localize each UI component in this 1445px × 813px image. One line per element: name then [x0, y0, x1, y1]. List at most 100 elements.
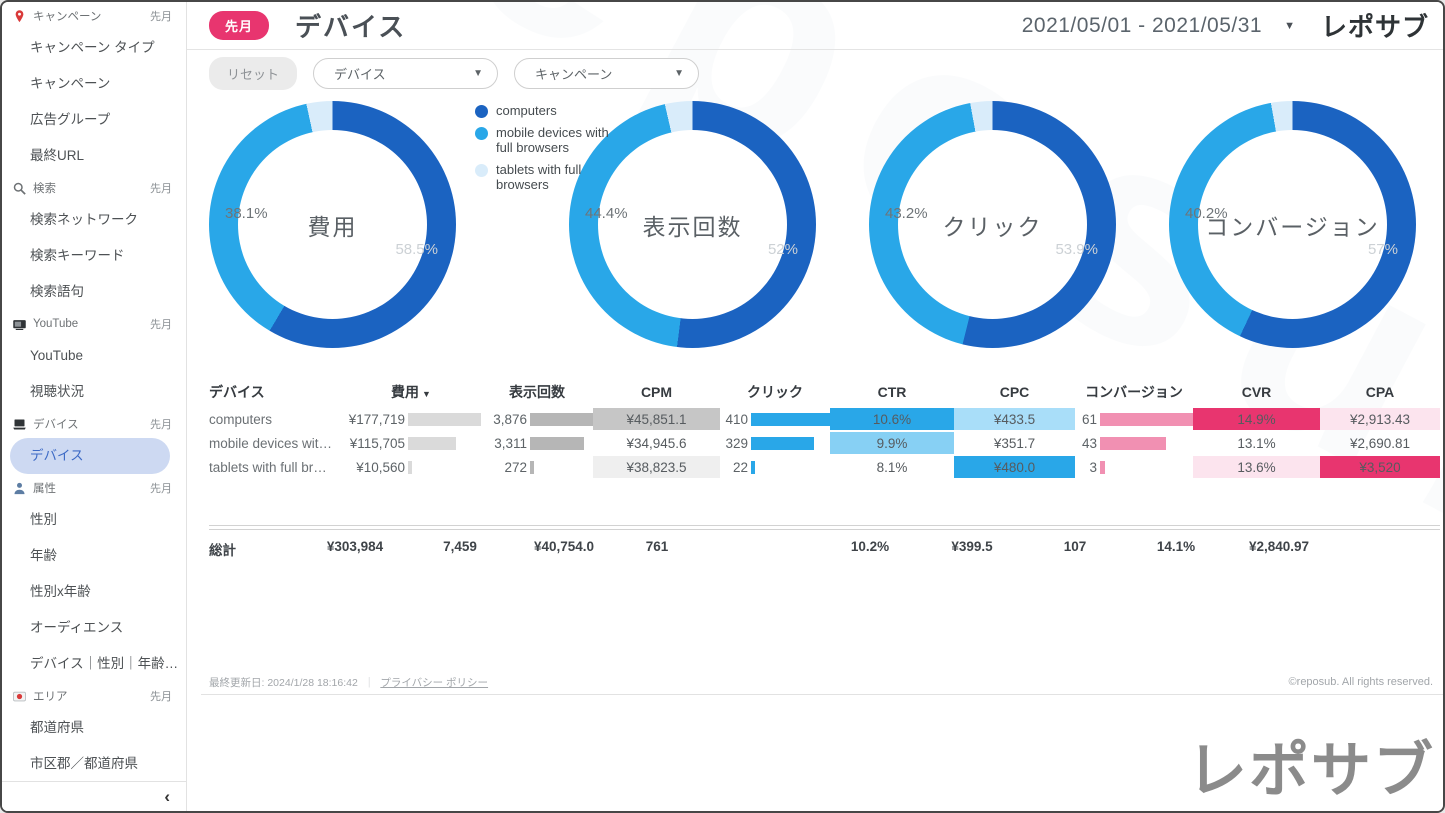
sidebar-item[interactable]: 検索語句	[30, 284, 84, 299]
sidebar-section-2: YouTube 先月	[2, 310, 186, 338]
column-header-費用[interactable]: 費用 ▼	[391, 384, 431, 400]
device-filter-dropdown[interactable]: デバイス ▼	[313, 58, 499, 89]
brand-logo: レポサブ	[1320, 12, 1429, 42]
sidebar-section-period: 先月	[150, 319, 172, 331]
privacy-policy-link[interactable]: プライバシー ポリシー	[380, 676, 489, 689]
chevron-down-icon: ▼	[674, 68, 685, 79]
cell-imp: 3,311	[481, 431, 593, 455]
brand-watermark: レポサブ	[1187, 737, 1435, 804]
sidebar-section-3: デバイス 先月	[2, 410, 186, 438]
sidebar-collapse-icon[interactable]: ‹	[164, 787, 170, 806]
period-badge: 先月	[209, 11, 270, 40]
total-value: ¥399.5	[951, 539, 993, 554]
column-header-コンバージョン[interactable]: コンバージョン	[1085, 384, 1183, 400]
sidebar-item[interactable]: 検索キーワード	[30, 248, 125, 263]
sort-caret-icon: ▼	[422, 389, 431, 399]
column-header-CPA[interactable]: CPA	[1365, 384, 1395, 400]
sidebar-section-label: キャンペーン	[33, 11, 102, 23]
donut-chart-0[interactable]: 38.1% 58.5% 費用	[209, 101, 456, 348]
cell-clicks: 329	[720, 431, 830, 455]
legend-item[interactable]: tablets with full browsers	[475, 162, 616, 193]
donut-title: クリック	[942, 213, 1043, 240]
donut-chart-2[interactable]: 43.2% 53.9% クリック	[869, 101, 1116, 348]
total-value: 7,459	[443, 539, 477, 554]
page-header: 先月 デバイス 2021/05/01 - 2021/05/31 ▼ レポサブ	[187, 2, 1443, 50]
sidebar-section-period: 先月	[150, 691, 172, 703]
total-value: 14.1%	[1156, 539, 1196, 554]
sidebar-item[interactable]: 最終URL	[30, 148, 85, 163]
sidebar-section-label: エリア	[33, 691, 68, 703]
cell-conv: 61	[1075, 407, 1193, 431]
cell-cpm: ¥34,945.6	[626, 435, 687, 451]
sidebar-item[interactable]: YouTube	[30, 348, 84, 363]
donut-title: 費用	[307, 213, 358, 240]
total-label: 総計	[209, 543, 236, 558]
sidebar-section-5: エリア 先月	[2, 682, 186, 710]
sidebar-item[interactable]: 市区郡／都道府県	[30, 756, 138, 771]
cell-cpa: ¥2,913.43	[1320, 408, 1440, 430]
cell-device: mobile devices wit…	[209, 435, 333, 451]
column-header-CVR[interactable]: CVR	[1241, 384, 1272, 400]
device-icon	[12, 417, 27, 432]
cell-cpc: ¥480.0	[954, 456, 1075, 478]
column-header-デバイス[interactable]: デバイス	[209, 384, 265, 400]
cell-cvr: 13.1%	[1237, 435, 1276, 451]
totals-row: 総計 ¥303,984 7,459 ¥40,754.0 761 10.2% ¥399.5 10…	[209, 530, 1440, 564]
total-value: ¥2,840.97	[1248, 539, 1310, 554]
table-body: computers ¥177,719 3,876 ¥45,851.1 410 10.6% ¥…	[209, 407, 1440, 479]
total-value: ¥303,984	[326, 539, 384, 554]
legend-dot-icon	[475, 126, 488, 140]
legend-item[interactable]: mobile devices with full browsers	[475, 125, 616, 156]
sidebar-item[interactable]: 広告グループ	[30, 112, 111, 127]
sidebar-item[interactable]: オーディエンス	[30, 620, 124, 635]
legend-item[interactable]: computers	[475, 103, 616, 119]
sidebar-item[interactable]: キャンペーン タイプ	[30, 40, 155, 55]
chart-legend: computers mobile devices with full browse…	[475, 103, 616, 199]
cell-clicks: 22	[720, 455, 830, 479]
legend-dot-icon	[475, 163, 488, 177]
cell-cvr: 13.6%	[1193, 456, 1320, 478]
table-row: computers ¥177,719 3,876 ¥45,851.1 410 10.6% ¥…	[209, 407, 1440, 431]
column-header-CPC[interactable]: CPC	[999, 384, 1030, 400]
sidebar-item[interactable]: 年齢	[30, 548, 57, 563]
sidebar-item[interactable]: 検索ネットワーク	[30, 212, 138, 227]
sidebar-section-period: 先月	[150, 183, 172, 195]
sidebar-section-label: デバイス	[33, 419, 79, 431]
column-header-クリック[interactable]: クリック	[747, 384, 803, 400]
sidebar-item[interactable]: デバイス｜性別｜年齢｜キ…	[30, 656, 186, 671]
report-footer: 最終更新日: 2024/1/28 18:16:42 ｜ プライバシー ポリシー …	[201, 670, 1443, 695]
sidebar-item[interactable]: 視聴状況	[30, 384, 84, 399]
sidebar-item[interactable]: 性別	[30, 512, 57, 527]
cell-ctr: 9.9%	[830, 432, 954, 454]
campaign-filter-dropdown[interactable]: キャンペーン ▼	[514, 58, 700, 89]
legend-dot-icon	[475, 105, 488, 118]
cell-cpm: ¥45,851.1	[593, 408, 720, 430]
youtube-icon	[12, 317, 27, 332]
chevron-down-icon: ▼	[473, 68, 484, 79]
table-row: tablets with full br… ¥10,560 272 ¥38,823.5…	[209, 455, 1440, 479]
donut-label-right: 53.9%	[1055, 241, 1098, 258]
table-header-row: デバイス 費用 ▼ 表示回数 CPM クリック CTR CPC コンバージョン CVR CPA	[209, 381, 1440, 407]
sidebar-item[interactable]: キャンペーン	[30, 76, 111, 91]
donut-chart-1[interactable]: 44.4% 52% 表示回数	[569, 101, 816, 348]
copyright-text: ©reposub. All rights reserved.	[1288, 676, 1433, 688]
sidebar-item[interactable]: 性別x年齢	[30, 584, 91, 599]
column-header-表示回数[interactable]: 表示回数	[509, 384, 565, 400]
cell-imp: 272	[481, 455, 593, 479]
sidebar-item[interactable]: デバイス	[10, 438, 170, 474]
sidebar-item[interactable]: 都道府県	[30, 720, 84, 735]
column-header-CPM[interactable]: CPM	[640, 384, 673, 400]
cell-cpa: ¥3,520	[1320, 456, 1440, 478]
column-header-CTR[interactable]: CTR	[877, 384, 907, 400]
cell-clicks: 410	[720, 407, 830, 431]
donut-title: 表示回数	[642, 213, 743, 240]
donut-chart-3[interactable]: 40.2% 57% コンバージョン	[1169, 101, 1416, 348]
date-caret-icon[interactable]: ▼	[1284, 19, 1295, 32]
area-icon	[12, 689, 27, 704]
date-range-picker[interactable]: 2021/05/01 - 2021/05/31	[1021, 13, 1263, 37]
reset-button[interactable]: リセット	[209, 57, 298, 90]
cell-conv: 3	[1075, 455, 1193, 479]
donut-label-right: 58.5%	[395, 241, 438, 258]
